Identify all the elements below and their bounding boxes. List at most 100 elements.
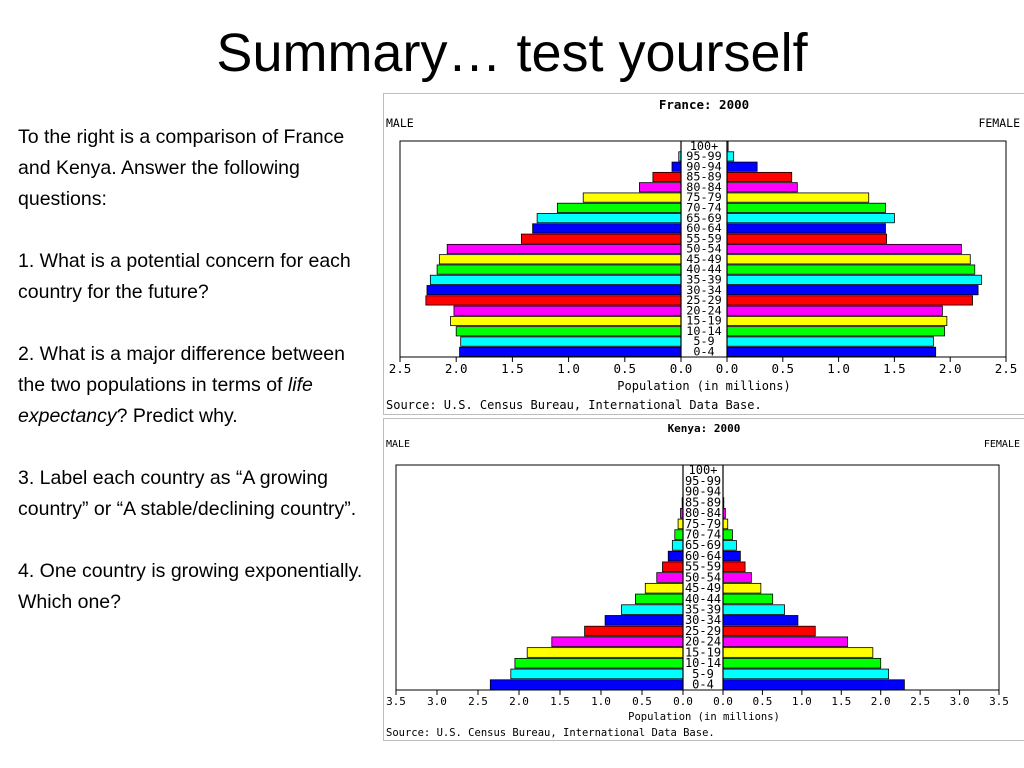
age-group-label: 95-99 (685, 474, 721, 488)
x-tick-label: 0.0 (716, 361, 739, 376)
slide-title: Summary… test yourself (216, 23, 808, 83)
x-tick-label: 1.5 (550, 695, 570, 708)
age-group-label: 30-34 (686, 283, 721, 297)
age-group-label: 80-84 (686, 180, 721, 194)
plot-frame (395, 464, 1000, 691)
female-bar (726, 223, 886, 234)
age-group-label: 65-69 (685, 538, 721, 552)
female-bar (722, 540, 737, 551)
x-tick-label: 2.0 (509, 695, 529, 708)
france-pyramid-chart: France: 2000 MALE FEMALE 0-4 5-9 10-14 15-19 20… (383, 93, 1024, 415)
question-4: 4. One country is growing exponentially.… (18, 560, 363, 613)
x-tick-label: 0.0 (713, 695, 733, 708)
x-tick-label: 1.0 (827, 361, 850, 376)
age-group-label: 95-99 (686, 149, 721, 163)
age-group-label: 70-74 (686, 201, 721, 215)
male-bar (460, 336, 682, 347)
male-bar (584, 625, 684, 637)
female-bar (726, 171, 793, 183)
male-bar (429, 274, 682, 285)
x-axis-label: Population (in millions) (628, 711, 780, 723)
x-axis-label: Population (in millions) (617, 379, 790, 393)
male-bar (455, 326, 682, 337)
age-group-label: 20-24 (685, 635, 721, 649)
male-bar (446, 243, 682, 255)
x-tick-label: 2.0 (939, 361, 962, 376)
male-bar (674, 529, 684, 540)
age-group-label: 0-4 (692, 678, 714, 692)
female-bar (722, 593, 774, 605)
age-group-label: 75-79 (686, 190, 721, 204)
age-group-label: 5-9 (692, 667, 714, 681)
female-bar (722, 636, 848, 648)
question-3: 3. Label each country as “A growing coun… (18, 467, 357, 520)
x-tick-label: 0.0 (670, 361, 693, 376)
france-pyramid-svg: France: 2000 MALE FEMALE 0-45-910-1415-1920… (386, 97, 1020, 412)
x-tick-label: 1.5 (883, 361, 906, 376)
male-bar (551, 636, 684, 648)
female-bar (726, 285, 979, 296)
age-group-label: 75-79 (685, 517, 721, 531)
kenya-pyramid-svg: Kenya: 2000 MALE FEMALE 0-45-910-1415-1920-… (386, 422, 1020, 739)
female-bar (726, 202, 886, 213)
age-group-label: 90-94 (686, 159, 721, 173)
female-bar (722, 582, 762, 594)
male-bar (621, 604, 684, 615)
male-bar (425, 295, 682, 306)
intro-text: To the right is a comparison of France a… (18, 126, 345, 210)
x-tick-label: 3.0 (427, 695, 447, 708)
question-2-emphasis: life expectancy (18, 374, 313, 427)
female-bar (726, 213, 895, 224)
age-group-label: 0-4 (693, 345, 714, 359)
female-bar (722, 679, 905, 690)
female-bar (722, 561, 746, 573)
age-group-label: 55-59 (686, 231, 721, 245)
age-group-label: 50-54 (686, 242, 721, 256)
male-bar (510, 668, 684, 680)
x-tick-label: 3.5 (386, 695, 406, 708)
female-bar (726, 295, 973, 306)
female-bar (726, 315, 948, 327)
age-group-label: 40-44 (686, 262, 721, 276)
female-bar (726, 151, 735, 162)
male-label: MALE (386, 116, 414, 130)
female-bar (726, 336, 934, 347)
female-bar (722, 529, 733, 540)
age-group-label: 20-24 (686, 303, 721, 317)
x-tick-label: 2.5 (468, 695, 488, 708)
male-label: MALE (386, 439, 410, 450)
x-tick-label: 1.0 (557, 361, 580, 376)
male-bar (450, 315, 682, 327)
age-group-label: 80-84 (685, 506, 721, 520)
x-tick-label: 2.0 (445, 361, 468, 376)
age-group-label: 60-64 (686, 221, 721, 235)
x-tick-label: 1.0 (591, 695, 611, 708)
female-bar (726, 305, 943, 316)
age-group-label: 100+ (689, 463, 718, 477)
chart-title: Kenya: 2000 (668, 422, 741, 435)
male-bar (677, 518, 684, 530)
female-bar (722, 572, 752, 583)
male-bar (426, 285, 682, 296)
male-bar (438, 254, 682, 265)
male-bar (671, 540, 684, 551)
age-group-label: 45-49 (686, 252, 721, 266)
male-bar (639, 182, 682, 193)
x-tick-label: 1.0 (792, 695, 812, 708)
male-bar (667, 550, 684, 562)
age-group-label: 15-19 (686, 314, 721, 328)
male-bar (644, 582, 684, 594)
x-tick-label: 2.5 (389, 361, 412, 376)
age-group-label: 10-14 (686, 324, 721, 338)
female-bar (722, 615, 799, 626)
male-bar (453, 305, 682, 316)
x-tick-label: 1.5 (831, 695, 851, 708)
x-tick-label: 0.0 (673, 695, 693, 708)
female-bar (726, 233, 887, 244)
male-bar (514, 657, 684, 669)
x-tick-label: 3.0 (950, 695, 970, 708)
age-group-label: 40-44 (685, 592, 721, 606)
age-group-label: 15-19 (685, 645, 721, 659)
female-bar (722, 550, 741, 562)
male-bar (556, 202, 682, 213)
